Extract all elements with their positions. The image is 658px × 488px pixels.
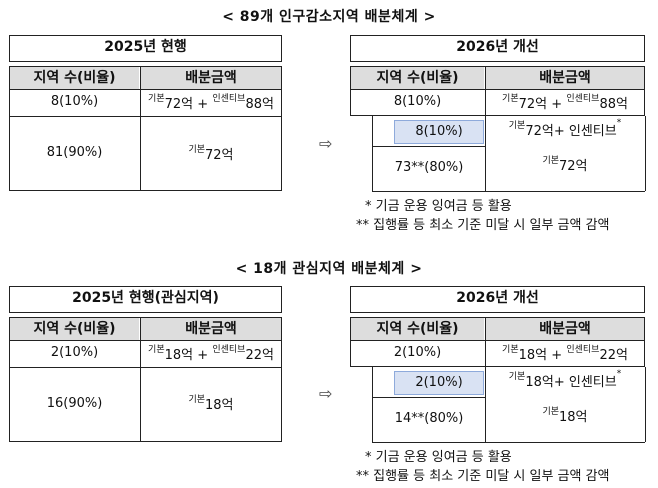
left-table-2-header: 2025년 현행(관심지역) xyxy=(9,286,282,313)
right-2-row3-amount: 기본18억 xyxy=(542,407,588,425)
right-1-row2-region: 8(10%) xyxy=(394,120,484,144)
right-2-row1-region: 2(10%) xyxy=(393,345,442,360)
left-2-row2-region: 16(90%) xyxy=(46,396,103,411)
left-1-row2-amount: 기본72억 xyxy=(188,145,234,163)
right-1-col-amount: 배분금액 xyxy=(486,67,644,89)
right-1-row3-amount: 기본72억 xyxy=(542,156,588,174)
note-2-star: * 기금 운용 잉여금 등 활용 xyxy=(365,450,512,465)
right-2-row2-region: 2(10%) xyxy=(394,371,484,395)
right-2-row1-amount: 기본18억 + 인센티브22억 xyxy=(502,345,628,363)
right-2-col-region: 지역 수(비율) xyxy=(351,318,484,340)
left-2-col-amount: 배분금액 xyxy=(141,318,281,340)
left-1-row2-region: 81(90%) xyxy=(46,145,103,160)
note-1-double-star: ** 집행률 등 최소 기준 미달 시 일부 금액 감액 xyxy=(356,218,610,233)
left-1-col-amount: 배분금액 xyxy=(141,67,281,89)
right-1-row1-amount: 기본72억 + 인센티브88억 xyxy=(502,94,628,112)
right-1-row2-amount: 기본72억+ 인센티브* xyxy=(508,118,622,139)
left-table-1-header: 2025년 현행 xyxy=(9,35,282,62)
right-1-row3-region: 73**(80%) xyxy=(394,160,464,175)
left-1-row1-region: 8(10%) xyxy=(50,94,99,109)
right-1-col-region: 지역 수(비율) xyxy=(351,67,484,89)
right-2-row2-amount: 기본18억+ 인센티브* xyxy=(508,369,622,390)
right-2-col-amount: 배분금액 xyxy=(486,318,644,340)
section-title-2: < 18개 관심지역 배분체계 > xyxy=(235,261,423,277)
arrow-icon-1: ⇨ xyxy=(319,134,333,153)
right-table-1-header: 2026년 개선 xyxy=(350,35,645,62)
arrow-icon-2: ⇨ xyxy=(319,384,333,403)
right-table-2-header: 2026년 개선 xyxy=(350,286,645,313)
note-1-star: * 기금 운용 잉여금 등 활용 xyxy=(365,199,512,214)
note-2-double-star: ** 집행률 등 최소 기준 미달 시 일부 금액 감액 xyxy=(356,469,610,484)
left-2-row1-amount: 기본18억 + 인센티브22억 xyxy=(148,345,274,363)
left-2-col-region: 지역 수(비율) xyxy=(10,318,139,340)
left-2-row2-amount: 기본18억 xyxy=(188,395,234,413)
left-1-row1-amount: 기본72억 + 인센티브88억 xyxy=(148,94,274,112)
left-2-row1-region: 2(10%) xyxy=(50,345,99,360)
right-2-row3-region: 14**(80%) xyxy=(394,411,464,426)
right-1-row1-region: 8(10%) xyxy=(393,94,442,109)
section-title-1: < 89개 인구감소지역 배분체계 > xyxy=(222,9,436,25)
left-1-col-region: 지역 수(비율) xyxy=(10,67,139,89)
